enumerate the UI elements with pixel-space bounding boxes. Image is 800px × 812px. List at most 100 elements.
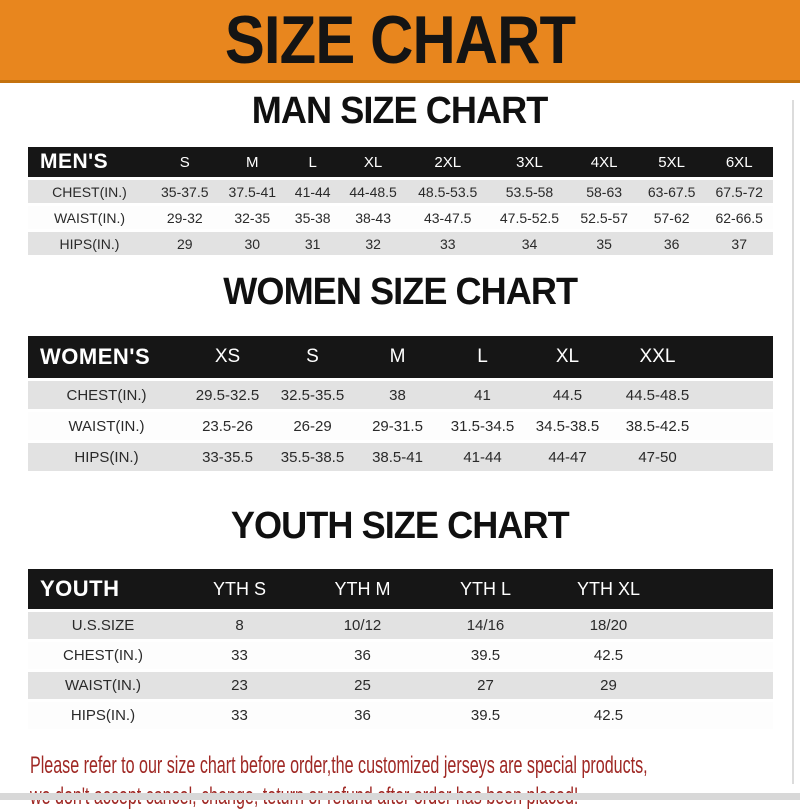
size-cell: 38.5-41	[355, 443, 440, 471]
size-cell: 42.5	[547, 702, 670, 729]
size-cell: 29	[547, 672, 670, 699]
mens-col-header: 2XL	[406, 147, 489, 177]
size-cell: 14/16	[424, 612, 547, 639]
size-cell: 35.5-38.5	[270, 443, 355, 471]
size-cell: 34	[488, 232, 571, 255]
footer-line-1: Please refer to our size chart before or…	[30, 752, 648, 779]
size-cell: 25	[301, 672, 424, 699]
size-cell: 63-67.5	[637, 180, 706, 203]
page-title: SIZE CHART	[224, 2, 576, 78]
size-cell: 26-29	[270, 412, 355, 440]
size-cell: 29	[151, 232, 219, 255]
bottom-edge-artifact	[0, 793, 800, 800]
size-cell: 44-47	[525, 443, 610, 471]
size-cell: 33	[406, 232, 489, 255]
women-section-heading-text: WOMEN SIZE CHART	[223, 271, 578, 313]
mens-size-table: MEN'S S M L XL 2XL 3XL 4XL 5XL 6XL CHEST…	[28, 144, 773, 258]
size-cell: 37	[705, 232, 773, 255]
mens-col-header: 3XL	[488, 147, 571, 177]
size-cell: 44.5	[525, 381, 610, 409]
womens-col-header: XXL	[610, 336, 705, 378]
table-row: CHEST(IN.) 35-37.5 37.5-41 41-44 44-48.5…	[28, 180, 773, 203]
youth-table-label: YOUTH	[28, 569, 178, 609]
footer-note: Please refer to our size chart before or…	[30, 750, 800, 812]
mens-header-row: MEN'S S M L XL 2XL 3XL 4XL 5XL 6XL	[28, 147, 773, 177]
filler-cell	[670, 702, 773, 729]
man-section-heading-text: MAN SIZE CHART	[252, 90, 549, 132]
womens-col-header: L	[440, 336, 525, 378]
size-cell: 38.5-42.5	[610, 412, 705, 440]
youth-size-table: YOUTH YTH S YTH M YTH L YTH XL U.S.SIZE …	[28, 566, 773, 732]
size-cell: 23.5-26	[185, 412, 270, 440]
row-label: U.S.SIZE	[28, 612, 178, 639]
womens-header-row: WOMEN'S XS S M L XL XXL	[28, 336, 773, 378]
row-label: WAIST(IN.)	[28, 206, 151, 229]
womens-col-header: S	[270, 336, 355, 378]
table-row: WAIST(IN.) 29-32 32-35 35-38 38-43 43-47…	[28, 206, 773, 229]
youth-section-heading: YOUTH SIZE CHART	[0, 506, 800, 551]
filler-cell	[705, 443, 773, 471]
filler-cell	[670, 612, 773, 639]
table-row: HIPS(IN.) 29 30 31 32 33 34 35 36 37	[28, 232, 773, 255]
filler-cell	[705, 336, 773, 378]
size-cell: 10/12	[301, 612, 424, 639]
womens-col-header: XL	[525, 336, 610, 378]
mens-col-header: 4XL	[570, 147, 638, 177]
size-cell: 32-35	[218, 206, 287, 229]
row-label: HIPS(IN.)	[28, 443, 185, 471]
table-row: WAIST(IN.) 23.5-26 26-29 29-31.5 31.5-34…	[28, 412, 773, 440]
right-edge-artifact	[792, 100, 794, 784]
youth-header-row: YOUTH YTH S YTH M YTH L YTH XL	[28, 569, 773, 609]
size-cell: 27	[424, 672, 547, 699]
table-row: HIPS(IN.) 33-35.5 35.5-38.5 38.5-41 41-4…	[28, 443, 773, 471]
size-cell: 36	[301, 642, 424, 669]
size-cell: 34.5-38.5	[525, 412, 610, 440]
size-cell: 32	[339, 232, 407, 255]
size-cell: 29.5-32.5	[185, 381, 270, 409]
banner: SIZE CHART	[0, 0, 800, 83]
mens-col-header: L	[286, 147, 340, 177]
size-cell: 39.5	[424, 702, 547, 729]
size-cell: 36	[637, 232, 706, 255]
row-label: WAIST(IN.)	[28, 412, 185, 440]
size-cell: 29-32	[151, 206, 219, 229]
table-row: CHEST(IN.) 29.5-32.5 32.5-35.5 38 41 44.…	[28, 381, 773, 409]
size-cell: 44.5-48.5	[610, 381, 705, 409]
filler-cell	[705, 381, 773, 409]
row-label: CHEST(IN.)	[28, 381, 185, 409]
row-label: WAIST(IN.)	[28, 672, 178, 699]
filler-cell	[670, 672, 773, 699]
mens-col-header: 6XL	[705, 147, 773, 177]
size-cell: 41	[440, 381, 525, 409]
table-row: HIPS(IN.) 33 36 39.5 42.5	[28, 702, 773, 729]
youth-col-header: YTH S	[178, 569, 301, 609]
size-cell: 32.5-35.5	[270, 381, 355, 409]
size-cell: 31.5-34.5	[440, 412, 525, 440]
row-label: HIPS(IN.)	[28, 702, 178, 729]
size-cell: 36	[301, 702, 424, 729]
table-row: CHEST(IN.) 33 36 39.5 42.5	[28, 642, 773, 669]
size-cell: 29-31.5	[355, 412, 440, 440]
size-cell: 53.5-58	[488, 180, 571, 203]
mens-col-header: XL	[339, 147, 407, 177]
table-row: U.S.SIZE 8 10/12 14/16 18/20	[28, 612, 773, 639]
size-cell: 57-62	[637, 206, 706, 229]
size-cell: 44-48.5	[339, 180, 407, 203]
mens-col-header: 5XL	[637, 147, 706, 177]
size-cell: 31	[286, 232, 340, 255]
size-cell: 35	[570, 232, 638, 255]
row-label: CHEST(IN.)	[28, 642, 178, 669]
mens-col-header: M	[218, 147, 287, 177]
mens-table-label: MEN'S	[28, 147, 151, 177]
size-cell: 47.5-52.5	[488, 206, 571, 229]
size-cell: 35-38	[286, 206, 340, 229]
size-cell: 39.5	[424, 642, 547, 669]
size-cell: 23	[178, 672, 301, 699]
row-label: HIPS(IN.)	[28, 232, 151, 255]
size-cell: 41-44	[440, 443, 525, 471]
mens-col-header: S	[151, 147, 219, 177]
womens-table-label: WOMEN'S	[28, 336, 185, 378]
row-label: CHEST(IN.)	[28, 180, 151, 203]
size-cell: 52.5-57	[570, 206, 638, 229]
